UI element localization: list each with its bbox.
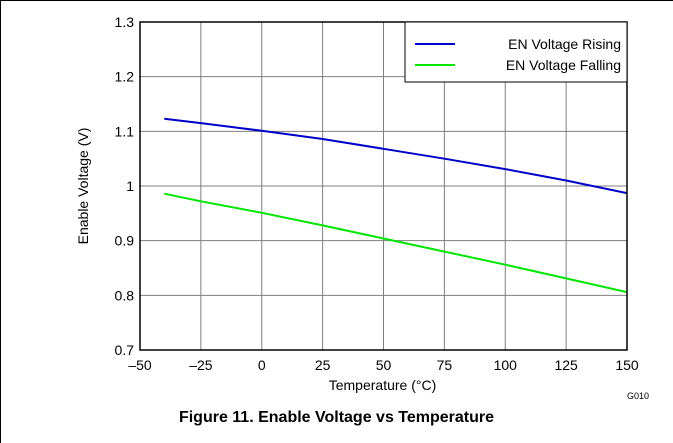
x-tick-label: 25	[315, 357, 331, 373]
series-line-falling	[164, 192, 627, 294]
legend-label-falling: EN Voltage Falling	[506, 57, 621, 73]
x-tick-label: 100	[494, 357, 518, 373]
series-line-rising	[164, 117, 627, 195]
x-tick-label: 125	[554, 357, 578, 373]
y-tick-label: 1	[126, 178, 134, 194]
y-tick-label: 0.9	[115, 233, 135, 249]
enable-voltage-chart: –50 –25 0 25 50 75 100 125 150 0.7 0.8 0.9 1 1.1 1.2 1.…	[75, 14, 639, 393]
y-tick-label: 1.3	[115, 14, 135, 30]
x-tick-label: 75	[437, 357, 453, 373]
x-tick-label: –50	[128, 357, 152, 373]
figure-caption: Figure 11. Enable Voltage vs Temperature	[178, 409, 495, 426]
legend-box	[404, 21, 628, 83]
x-axis-label: Temperature (°C)	[329, 377, 437, 393]
x-tick-label: 0	[258, 357, 266, 373]
x-tick-label: –25	[189, 357, 213, 373]
x-tick-label: 50	[376, 357, 392, 373]
y-tick-label: 0.7	[115, 342, 135, 358]
y-tick-label: 0.8	[115, 287, 135, 303]
figure-code: G010	[627, 391, 649, 401]
x-tick-label: 150	[615, 357, 639, 373]
y-tick-label: 1.1	[115, 123, 135, 139]
legend-label-rising: EN Voltage Rising	[508, 36, 621, 52]
y-tick-label: 1.2	[115, 69, 135, 85]
plot-border	[139, 21, 628, 351]
y-axis-label: Enable Voltage (V)	[75, 128, 91, 245]
